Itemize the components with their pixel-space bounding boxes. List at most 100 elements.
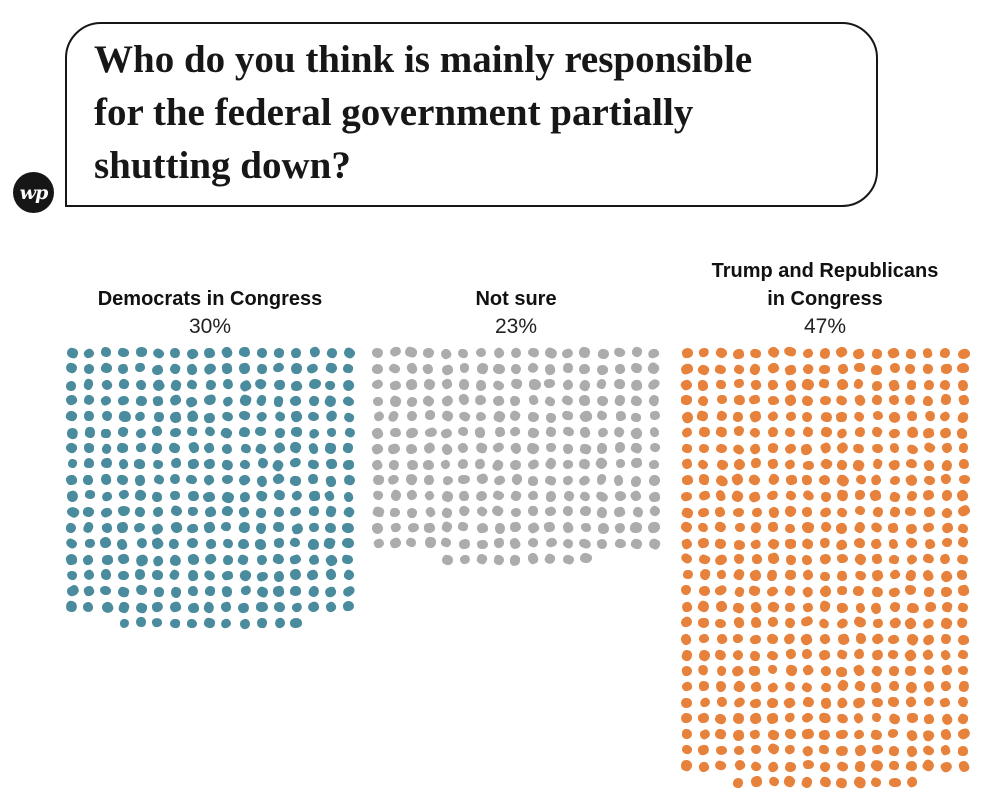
dot xyxy=(906,602,919,614)
dot-cell xyxy=(903,774,920,790)
dot-cell xyxy=(201,583,218,599)
dot-cell xyxy=(149,488,166,504)
dot-cell xyxy=(577,472,594,488)
dot xyxy=(835,776,849,789)
dot xyxy=(405,395,419,408)
dot xyxy=(698,443,710,454)
dot xyxy=(273,506,285,518)
dot xyxy=(939,379,952,392)
dot xyxy=(64,599,79,614)
category-group-democrats: Democrats in Congress 30% xyxy=(62,253,358,631)
dot-cell xyxy=(236,536,253,552)
dot-cell xyxy=(507,377,524,393)
dot xyxy=(854,426,866,438)
dot xyxy=(370,441,384,456)
dot-cell xyxy=(288,536,305,552)
dot xyxy=(630,457,643,470)
dot xyxy=(819,571,831,581)
dot xyxy=(681,457,694,471)
dot xyxy=(697,600,711,614)
dot xyxy=(715,458,730,472)
dot-cell xyxy=(288,440,305,456)
dot xyxy=(168,441,181,454)
dot xyxy=(782,774,797,789)
dot-cell xyxy=(713,679,730,695)
dot-cell xyxy=(920,567,937,583)
dot-cell xyxy=(288,615,305,631)
dot-cell xyxy=(340,520,357,536)
dot-cell xyxy=(713,520,730,536)
dot-row xyxy=(677,456,973,473)
dot xyxy=(714,599,729,614)
dot-cell xyxy=(851,599,868,615)
dot xyxy=(492,442,505,455)
dot xyxy=(854,760,866,772)
dot xyxy=(629,537,644,550)
dot-cell xyxy=(747,695,764,711)
dot xyxy=(730,489,745,504)
dot-cell xyxy=(507,424,524,440)
category-label-block: Trump and Republicans in Congress 47% xyxy=(677,253,973,341)
dot-cell xyxy=(421,345,438,361)
dot-cell xyxy=(305,440,322,456)
dot-cell xyxy=(903,599,920,615)
dot-cell xyxy=(386,393,403,409)
dot-cell xyxy=(937,345,954,361)
dot xyxy=(801,488,816,503)
dot-cell xyxy=(782,424,799,440)
dot xyxy=(956,726,972,741)
dot xyxy=(83,443,94,453)
dot-cell xyxy=(955,393,972,409)
percentage-value: 30% xyxy=(188,315,232,338)
dot-cell xyxy=(507,456,524,472)
dot-cell xyxy=(404,377,421,393)
dot-cell xyxy=(577,409,594,425)
dot-cell xyxy=(747,456,764,472)
dot xyxy=(852,615,868,630)
dot xyxy=(342,411,356,424)
dot xyxy=(938,569,954,584)
dot xyxy=(560,394,575,408)
dot xyxy=(545,425,558,438)
dot xyxy=(869,758,885,773)
dot-cell xyxy=(98,361,115,377)
dot xyxy=(941,601,953,614)
dot-cell xyxy=(799,504,816,520)
dot-cell xyxy=(851,409,868,425)
dot xyxy=(509,346,523,360)
dot xyxy=(733,426,745,437)
dot-cell xyxy=(184,393,201,409)
dot xyxy=(404,345,419,359)
dot xyxy=(749,728,762,741)
dot-cell xyxy=(782,679,799,695)
dot xyxy=(648,504,662,518)
dot-cell xyxy=(167,472,184,488)
dot-cell xyxy=(730,393,747,409)
dot-cell xyxy=(886,583,903,599)
dot-cell xyxy=(525,361,542,377)
dot-cell xyxy=(369,393,386,409)
dot-cell xyxy=(730,742,747,758)
dot xyxy=(853,520,868,535)
dot xyxy=(680,743,693,756)
dot xyxy=(888,777,901,788)
dot-row xyxy=(368,424,664,441)
dot xyxy=(150,535,165,551)
dot xyxy=(458,490,469,502)
dot-cell xyxy=(868,440,885,456)
dot-cell xyxy=(271,520,288,536)
dot-cell xyxy=(455,409,472,425)
dot-cell xyxy=(340,472,357,488)
percentage-value: 47% xyxy=(803,315,847,338)
dot xyxy=(186,363,199,376)
dot xyxy=(887,346,902,360)
dot-cell xyxy=(851,758,868,774)
dot xyxy=(835,744,849,758)
dot xyxy=(290,489,304,503)
dot-cell xyxy=(611,536,628,552)
dot-cell xyxy=(920,758,937,774)
dot-cell xyxy=(201,377,218,393)
dot-cell xyxy=(937,456,954,472)
dot-cell xyxy=(184,504,201,520)
dot-cell xyxy=(937,552,954,568)
